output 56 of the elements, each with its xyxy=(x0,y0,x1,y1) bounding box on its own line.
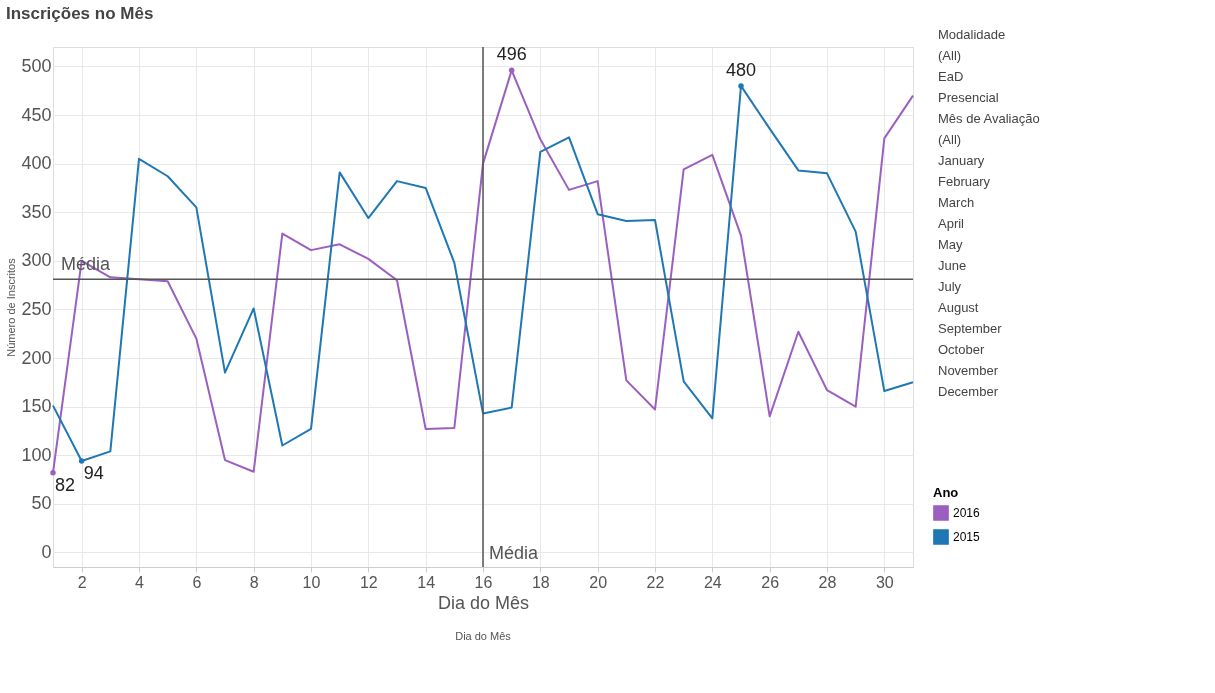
text: October xyxy=(938,342,985,357)
x-tick-label: 16 xyxy=(474,573,493,591)
x-tick-label: 26 xyxy=(761,573,780,591)
text: June xyxy=(938,258,967,273)
data-label: 94 xyxy=(83,463,104,484)
text: March xyxy=(938,195,975,210)
text: July xyxy=(938,279,962,294)
y-tick-label: 500 xyxy=(21,55,52,76)
text: February xyxy=(938,174,991,189)
text: September xyxy=(938,321,1003,336)
legend-title: Ano xyxy=(933,485,959,500)
text: Dia do Mês xyxy=(455,630,512,642)
x-tick-label: 4 xyxy=(135,573,145,591)
legend-label: 2015 xyxy=(953,530,981,544)
x-tick-label: 12 xyxy=(359,573,378,591)
text: April xyxy=(938,216,965,231)
text: Presencial xyxy=(938,90,999,105)
chart-title: Inscrições no Mês xyxy=(5,4,154,23)
text: August xyxy=(938,300,979,315)
text: January xyxy=(938,153,985,168)
y-tick-label: 350 xyxy=(21,201,52,222)
text: December xyxy=(938,384,999,399)
x-tick-label: 8 xyxy=(249,573,259,591)
data-label: 480 xyxy=(725,59,757,80)
y-tick-label: 50 xyxy=(31,493,52,514)
text: (All) xyxy=(938,48,962,63)
data-label: 496 xyxy=(496,44,527,65)
text: EaD xyxy=(938,69,964,84)
x-tick-label: 6 xyxy=(192,573,202,591)
x-tick-label: 14 xyxy=(417,573,436,591)
text: Modalidade xyxy=(938,27,1006,42)
x-axis-title: Dia do Mês xyxy=(437,592,530,613)
x-tick-label: 22 xyxy=(646,573,665,591)
text: November xyxy=(938,363,999,378)
y-tick-label: 0 xyxy=(41,541,52,562)
x-tick-label: 30 xyxy=(875,573,894,591)
ref-line-label: Média xyxy=(489,543,540,563)
y-tick-label: 150 xyxy=(21,396,52,417)
x-tick-label: 20 xyxy=(589,573,608,591)
y-tick-label: 250 xyxy=(21,298,52,319)
y-tick-label: 450 xyxy=(21,104,52,125)
data-label: 82 xyxy=(54,474,76,495)
text: May xyxy=(938,237,964,252)
text: (All) xyxy=(938,132,962,147)
x-tick-label: 24 xyxy=(703,573,722,591)
y-tick-label: 400 xyxy=(21,153,52,174)
x-tick-label: 28 xyxy=(818,573,837,591)
x-tick-label: 2 xyxy=(77,573,87,591)
y-tick-label: 200 xyxy=(21,347,52,368)
y-tick-label: 300 xyxy=(21,250,52,271)
x-tick-label: 18 xyxy=(531,573,550,591)
y-tick-label: 100 xyxy=(21,444,52,465)
text: Mês de Avaliação xyxy=(938,111,1040,126)
legend-label: 2016 xyxy=(953,506,981,520)
x-tick-label: 10 xyxy=(302,573,321,591)
y-axis-title: Número de Inscritos xyxy=(5,257,18,357)
